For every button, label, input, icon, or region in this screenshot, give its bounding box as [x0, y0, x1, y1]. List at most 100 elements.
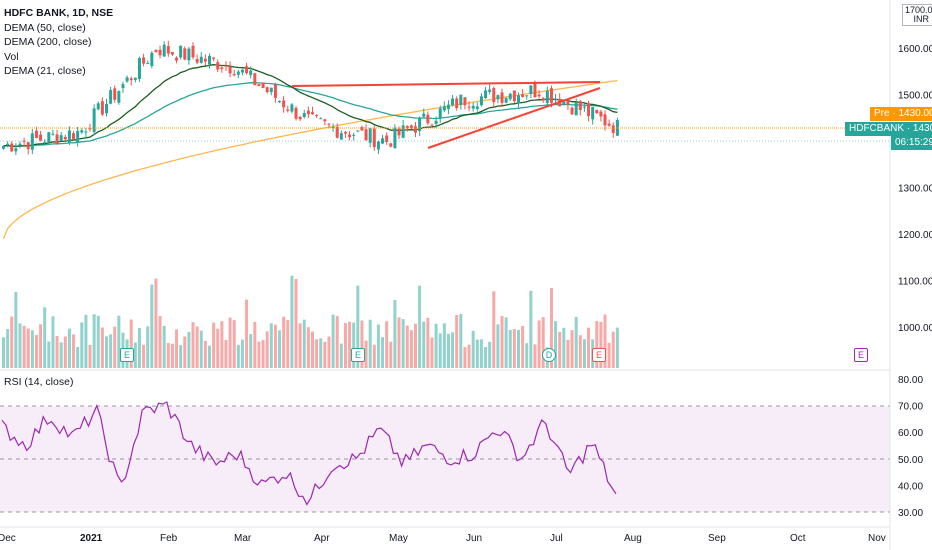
candle-body [438, 108, 442, 119]
volume-bar [55, 335, 59, 368]
volume-bar [34, 335, 38, 368]
time-tick-label: Feb [160, 533, 178, 544]
volume-bar [611, 331, 615, 368]
volume-bar [459, 313, 463, 368]
candle-body [595, 109, 599, 114]
volume-bar [595, 321, 599, 368]
time-tick-label: 2021 [80, 533, 103, 544]
pre-market-tag: Pre · 1430.00 [870, 107, 932, 121]
candle-body [418, 117, 422, 131]
volume-bar [484, 347, 488, 368]
volume-bar [240, 339, 244, 368]
volume-bar [574, 316, 578, 368]
volume-bar [290, 275, 294, 368]
candle-body [479, 96, 483, 106]
candle-body [265, 87, 269, 93]
candle-body [541, 98, 545, 101]
rsi-axis[interactable]: 80.00 70.00 60.00 50.00 40.00 30.00 [898, 375, 923, 519]
candle-body [257, 84, 261, 87]
volume-bar [315, 339, 319, 368]
candle-body [603, 114, 607, 126]
trendlines[interactable] [291, 81, 601, 149]
time-tick-label: May [389, 533, 408, 544]
rsi-path [1, 401, 617, 506]
earnings-marker-1[interactable]: E [120, 348, 134, 362]
volume-bar [113, 326, 117, 368]
time-tick-label: Nov [868, 533, 886, 544]
price-tick-label: 1200.00 [898, 230, 932, 241]
volume-bar [508, 330, 512, 368]
volume-bar [397, 317, 401, 368]
indicator-volume[interactable]: Vol [4, 50, 19, 63]
candle-body [315, 115, 319, 117]
time-axis[interactable]: Dec 2021 Feb Mar Apr May Jun Jul Aug Sep Oct Nov [0, 533, 886, 544]
volume-bar [39, 324, 43, 368]
time-tick-label: Jun [466, 533, 482, 544]
volume-bar [162, 325, 166, 368]
candle-body [208, 55, 211, 65]
volume-bar [360, 320, 364, 368]
candle-body [195, 59, 199, 63]
currency-badge[interactable]: 1700.00 INR [902, 4, 932, 26]
rsi-legend[interactable]: RSI (14, close) [4, 376, 74, 388]
volume-bar [587, 327, 591, 368]
candle-body [30, 133, 34, 150]
volume-bar [430, 337, 434, 368]
candle-body [63, 136, 67, 140]
volume-bar [578, 335, 582, 368]
candle-body [578, 101, 582, 110]
volume-bar [129, 319, 133, 368]
earnings-marker-3[interactable]: E [592, 348, 606, 362]
volume-bar [245, 299, 249, 368]
candle-body [364, 129, 368, 141]
volume-bar [500, 315, 504, 368]
candle-body [343, 132, 347, 134]
candle-body [430, 124, 434, 126]
candle-body [137, 58, 141, 80]
volume-bar [175, 329, 179, 368]
volume-bar [323, 341, 327, 368]
candle-body [401, 125, 405, 138]
indicator-dema50[interactable]: DEMA (50, close) [4, 21, 86, 34]
candle-body [216, 62, 220, 70]
candle-body [554, 98, 558, 101]
candle-body [166, 46, 170, 54]
earnings-marker-future[interactable]: E [854, 348, 868, 362]
volume-bar [446, 333, 450, 368]
volume-bar [84, 314, 88, 368]
candle-body [376, 141, 380, 150]
volume-bar [59, 342, 63, 368]
candle-body [88, 128, 92, 130]
candle-body [220, 67, 224, 69]
candle-body [339, 133, 343, 140]
candle-body [455, 98, 459, 109]
indicator-dema200[interactable]: DEMA (200, close) [4, 36, 92, 48]
volume-bar [220, 321, 224, 368]
candle-body [517, 95, 520, 104]
volume-bar [298, 323, 302, 368]
indicator-dema21[interactable]: DEMA (21, close) [4, 65, 86, 77]
trendline-support[interactable] [427, 87, 601, 149]
candle-body [109, 90, 113, 104]
candle-body [117, 91, 121, 103]
candle-body [409, 125, 413, 129]
volume-bar [558, 331, 562, 368]
candle-body [10, 143, 14, 152]
candle-body [273, 84, 277, 98]
volume-bar [599, 321, 603, 368]
price-axis[interactable]: 1600.001500.001400.001300.001200.001100.… [898, 44, 932, 334]
candle-body [298, 116, 302, 120]
trendline-resistance[interactable] [291, 81, 601, 87]
volume-bar [47, 341, 51, 368]
candle-body [212, 57, 216, 59]
rsi-tick-label: 40.00 [898, 481, 923, 492]
volume-bar [352, 322, 356, 368]
volume-bar [236, 344, 240, 368]
candle-body [488, 89, 492, 92]
dividend-marker[interactable]: D [542, 348, 556, 362]
symbol-title[interactable]: HDFC BANK, 1D, NSE [4, 7, 114, 19]
earnings-marker-2[interactable]: E [351, 348, 365, 362]
volume-bar [348, 321, 352, 368]
volume-bar [442, 323, 446, 368]
